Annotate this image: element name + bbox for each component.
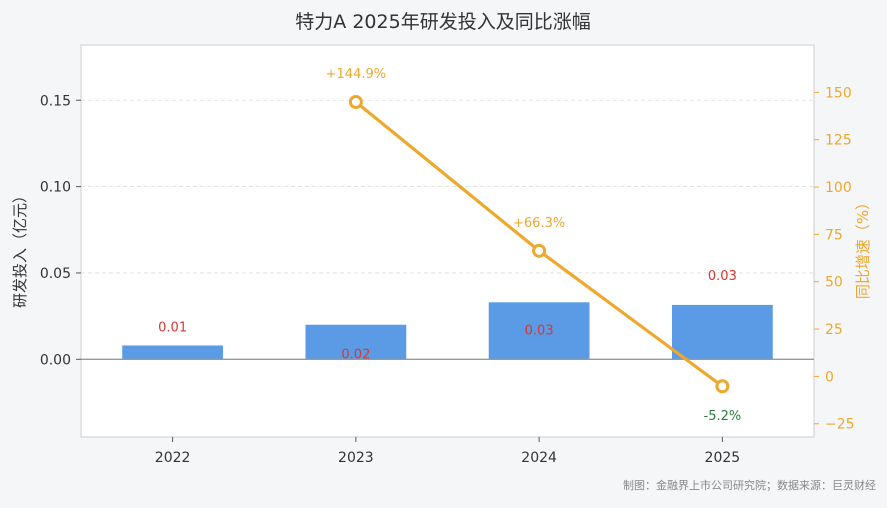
y-tick-label: 0.05 (40, 266, 71, 282)
x-tick-label: 2025 (705, 450, 741, 466)
bar (671, 304, 773, 360)
y-axis-label: 研发投入（亿元） (11, 188, 29, 308)
chart-title: 特力A 2025年研发投入及同比涨幅 (295, 11, 590, 33)
growth-point (715, 379, 730, 394)
y2-tick-label: −25 (825, 417, 855, 433)
y-tick-label: 0.15 (40, 93, 71, 109)
bar-value-label: 0.03 (708, 269, 737, 284)
growth-value-label: +144.9% (326, 67, 386, 82)
plot-area (80, 44, 815, 438)
y2-axis-label: 同比增速（%） (854, 195, 872, 299)
bar (305, 324, 407, 360)
bar (488, 302, 590, 360)
bar-value-label: 0.01 (158, 320, 187, 335)
bar-value-label: 0.02 (341, 347, 370, 362)
y2-tick-label: 75 (825, 227, 843, 243)
source-note: 制图：金融界上市公司研究院；数据来源：巨灵财经 (623, 478, 876, 492)
y2-tick-label: 0 (825, 369, 834, 385)
x-tick-label: 2024 (521, 450, 557, 466)
y-tick-label: 0.10 (40, 180, 71, 196)
growth-value-label: +66.3% (513, 216, 565, 231)
y2-tick-label: 25 (825, 322, 843, 338)
y2-tick-label: 150 (825, 85, 852, 101)
growth-point (532, 243, 547, 258)
x-tick-label: 2022 (155, 450, 191, 466)
y2-tick-label: 100 (825, 180, 852, 196)
y2-tick-label: 125 (825, 133, 852, 149)
y2-tick-label: 50 (825, 275, 843, 291)
growth-point (348, 95, 363, 110)
y-tick-label: 0.00 (40, 352, 71, 368)
x-tick-label: 2023 (338, 450, 374, 466)
growth-value-label: -5.2% (704, 409, 742, 424)
bar (122, 345, 224, 360)
bar-value-label: 0.03 (525, 323, 554, 338)
